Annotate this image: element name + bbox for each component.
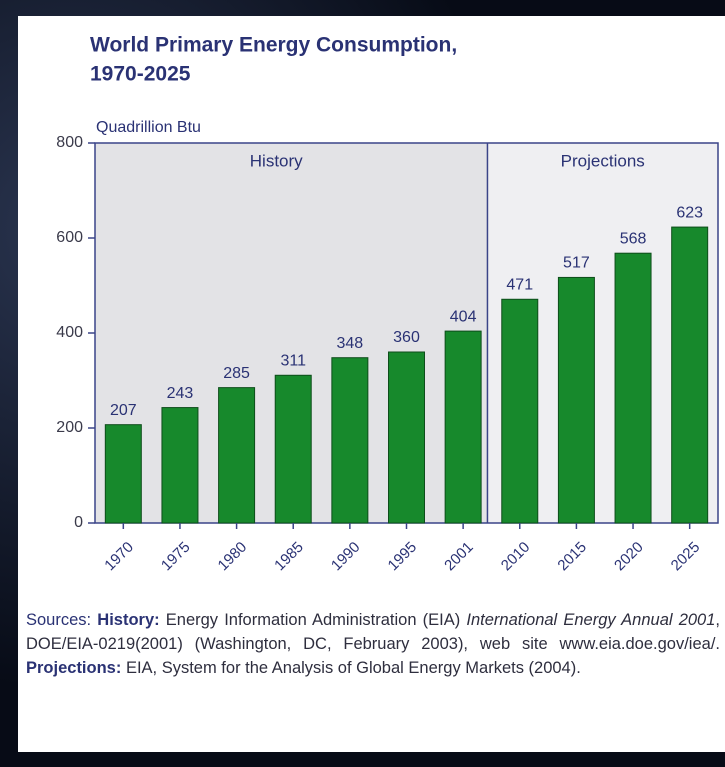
source-text: International Energy Annual 2001 — [466, 611, 716, 629]
bar — [388, 351, 425, 524]
chart-title: World Primary Energy Consumption, — [90, 34, 457, 57]
source-text: Sources: — [26, 611, 92, 629]
y-tick-label: 600 — [56, 229, 83, 246]
bar — [557, 276, 595, 524]
source-text: Energy Information Administration (EIA) — [165, 611, 461, 629]
source-text: , DOE/EIA-0219(2001) (Washington, DC, Fe… — [26, 611, 720, 653]
bar — [274, 374, 312, 524]
y-tick-label: 200 — [56, 419, 83, 436]
source-text: Projections: — [26, 659, 122, 677]
value-label: 207 — [110, 402, 137, 419]
source-text: EIA, System for the Analysis of Global E… — [125, 659, 581, 677]
value-label: 623 — [676, 204, 703, 221]
value-label: 285 — [223, 365, 250, 382]
bar — [671, 226, 709, 524]
bar — [218, 387, 256, 524]
value-label: 311 — [280, 352, 306, 369]
value-label: 348 — [337, 335, 364, 352]
chart-title: 1970-2025 — [90, 63, 191, 86]
y-axis-label: Quadrillion Btu — [96, 119, 201, 136]
value-label: 360 — [393, 329, 420, 346]
value-label: 404 — [450, 308, 477, 325]
bar — [104, 424, 142, 524]
bar — [444, 330, 482, 524]
value-label: 471 — [506, 276, 533, 293]
y-tick-label: 400 — [56, 324, 83, 341]
y-tick-label: 800 — [56, 134, 83, 151]
sources: Sources: History: Energy Information Adm… — [26, 608, 720, 680]
bar — [331, 357, 369, 524]
bar — [614, 252, 652, 524]
value-label: 517 — [563, 255, 590, 272]
value-label: 243 — [167, 385, 194, 402]
y-tick-label: 0 — [74, 514, 83, 531]
bar — [501, 298, 539, 524]
value-label: 568 — [620, 230, 647, 247]
annotation: History — [250, 151, 303, 170]
source-text: History: — [97, 611, 160, 629]
bar — [161, 407, 199, 524]
annotation: Projections — [561, 151, 645, 170]
